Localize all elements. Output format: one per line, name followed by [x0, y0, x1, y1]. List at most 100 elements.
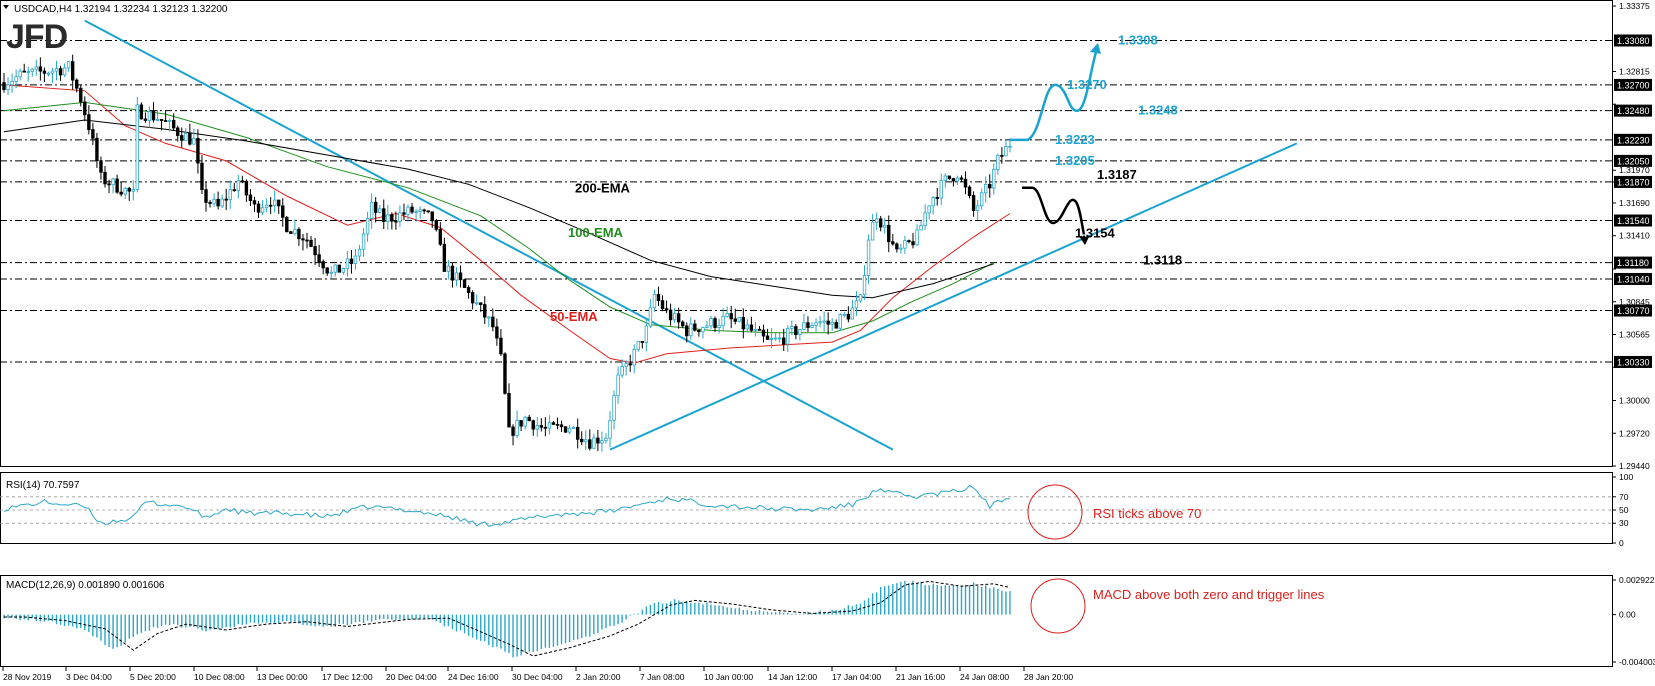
bearish-projection-path [1021, 186, 1086, 235]
candle-body [139, 104, 144, 120]
candle-body [592, 437, 596, 449]
bullish-target-label: 1.3308 [1118, 32, 1158, 47]
up-trendline [609, 142, 1298, 451]
candle-body [947, 175, 952, 179]
level-label-box [1614, 256, 1652, 269]
candle-body [450, 265, 455, 281]
candle-body [341, 268, 346, 273]
candle-body [620, 366, 624, 376]
candle-body [608, 419, 612, 439]
time-tick-label: 28 Nov 2019 [3, 672, 51, 682]
candle-body [915, 229, 919, 246]
candle-body [806, 322, 810, 328]
candle-body [373, 201, 378, 213]
candle-body [596, 437, 600, 444]
time-tick-label: 21 Jan 16:00 [896, 672, 945, 682]
candle-body [971, 195, 976, 211]
candle-body [967, 186, 972, 196]
macd-signal-line [4, 580, 1011, 657]
candle-body [34, 66, 39, 70]
candles [2, 54, 1012, 452]
candle-body [527, 416, 531, 422]
candle-body [499, 337, 503, 355]
candle-body [309, 239, 313, 247]
jfd-logo: JFD [6, 18, 68, 56]
rsi-highlight-circle [1027, 484, 1083, 540]
candle-body [834, 322, 838, 329]
candle-body [38, 66, 43, 72]
candle-body [862, 275, 867, 296]
rsi-panel-frame [0, 472, 1613, 544]
candle-body [325, 267, 329, 274]
candle-body [66, 61, 71, 69]
candle-body [709, 318, 713, 327]
candle-body [252, 200, 257, 205]
candle-body [838, 314, 842, 329]
candle-body [507, 392, 511, 428]
level-label: 1.31180 [1617, 258, 1649, 268]
candle-body [333, 264, 337, 273]
candle-body [733, 318, 737, 322]
bearish-target-label: 1.3154 [1075, 225, 1116, 240]
candle-body [159, 119, 164, 121]
candle-body [883, 224, 887, 228]
candle-body [790, 326, 794, 329]
candle-body [135, 104, 140, 190]
candle-body [636, 340, 640, 350]
candle-body [588, 439, 592, 449]
candle-body [725, 313, 729, 317]
candle-body [167, 120, 172, 122]
candle-body [127, 187, 131, 192]
rsi-tick-label: 30 [1619, 518, 1629, 528]
rsi-tick-label: 50 [1619, 505, 1629, 515]
candle-body [289, 231, 293, 234]
candle-body [854, 300, 859, 309]
candle-body [123, 187, 127, 195]
candle-body [204, 189, 208, 203]
level-label: 1.31540 [1617, 216, 1650, 226]
candle-body [361, 233, 366, 250]
down-trendline [84, 19, 894, 451]
candle-body [584, 439, 588, 443]
candle-body [155, 119, 160, 121]
candle-body [479, 302, 483, 305]
candle-body [2, 82, 6, 90]
candle-body [244, 180, 249, 196]
candle-body [466, 287, 471, 293]
candle-body [188, 132, 192, 145]
macd-panel-frame [0, 575, 1613, 667]
candle-body [386, 214, 390, 222]
bullish-target-label: 1.3270 [1067, 77, 1107, 92]
candle-body [571, 426, 576, 429]
candle-body [147, 111, 152, 121]
header-dropdown-icon[interactable] [3, 5, 9, 9]
candle-body [430, 211, 434, 222]
candle-body [955, 177, 960, 182]
chart-annotations: 200-EMA 100-EMA 50-EMA 1.3308 1.3270 1.3248 1.… [550, 32, 1182, 324]
level-label-box [1614, 154, 1652, 167]
ema200-label: 200-EMA [575, 180, 631, 195]
candle-body [575, 426, 580, 440]
candle-body [458, 272, 463, 281]
candle-body [264, 204, 269, 209]
candle-body [91, 129, 95, 139]
candle-body [462, 279, 467, 288]
candle-body [858, 294, 863, 302]
candle-body [180, 135, 184, 141]
candle-body [434, 220, 438, 230]
candle-body [895, 243, 899, 250]
time-tick-label: 30 Dec 04:00 [512, 672, 563, 682]
candle-body [18, 70, 22, 78]
candle-body [515, 420, 519, 436]
candle-body [931, 197, 935, 207]
candle-body [75, 79, 79, 89]
level-label-box [1614, 355, 1652, 368]
candle-body [713, 318, 717, 328]
main-panel-frame [0, 0, 1613, 467]
candle-body [54, 68, 59, 72]
bullish-arrowhead [1089, 42, 1101, 54]
candle-body [240, 180, 245, 183]
candle-body [171, 120, 176, 129]
macd-tick-label: -0.004003 [1619, 657, 1655, 667]
price-tick-label: 1.33375 [1619, 1, 1650, 11]
